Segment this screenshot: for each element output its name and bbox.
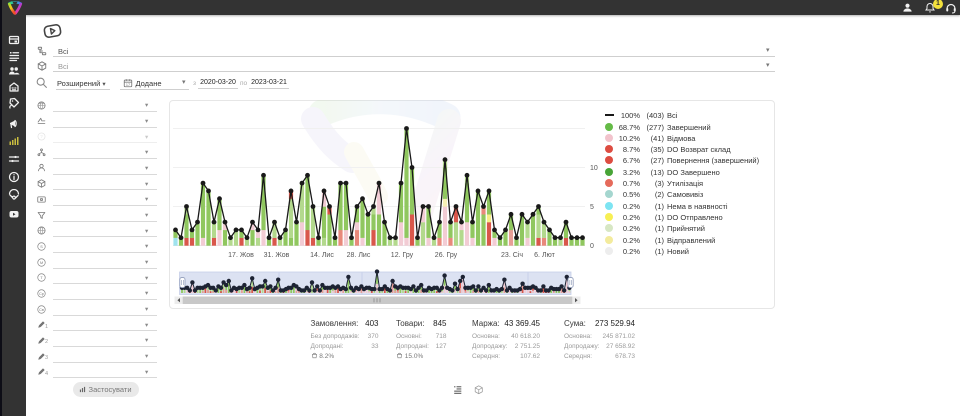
svg-text:Cв: Cв (39, 308, 44, 312)
svg-text:17. Жов: 17. Жов (228, 252, 254, 259)
svg-text:S: S (40, 245, 43, 249)
svg-text:10: 10 (590, 165, 598, 172)
svg-text:23. Січ: 23. Січ (501, 251, 523, 259)
svg-text:31. Жов: 31. Жов (264, 252, 290, 259)
svg-text:T: T (40, 276, 43, 280)
svg-text:28. Лис: 28. Лис (347, 252, 371, 259)
svg-text:M: M (39, 261, 42, 265)
svg-text:Cр: Cр (39, 292, 44, 296)
svg-text:?: ? (40, 134, 43, 139)
svg-text:26. Гру: 26. Гру (435, 252, 458, 259)
svg-text:17: 17 (125, 82, 129, 86)
svg-text:6. Лют: 6. Лют (534, 252, 555, 259)
svg-text:0: 0 (590, 243, 594, 250)
svg-text:12. Гру: 12. Гру (391, 252, 414, 259)
svg-text:5: 5 (590, 204, 594, 211)
svg-text:14. Лис: 14. Лис (310, 252, 334, 259)
